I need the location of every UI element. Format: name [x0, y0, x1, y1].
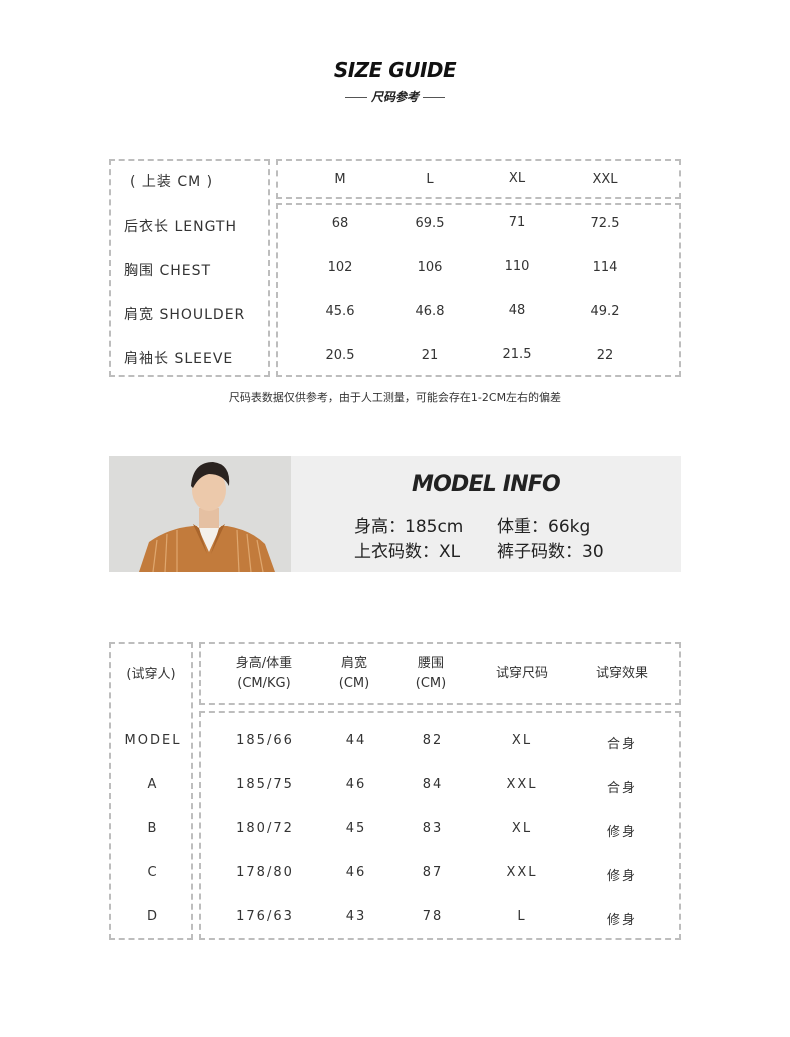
fit-cell: 84	[422, 777, 444, 792]
size-cell: 114	[592, 260, 618, 275]
size-table-label-column	[109, 159, 270, 377]
fit-header-size: 试穿尺码	[495, 666, 548, 681]
fit-cell: 185/75	[236, 777, 294, 792]
size-cell: 20.5	[325, 348, 355, 363]
fit-cell: 45	[345, 821, 367, 836]
model-top-size: 上衣码数：XL	[354, 542, 461, 562]
fit-cell: L	[517, 909, 527, 924]
fit-cell: XL	[511, 821, 533, 836]
fit-cell: 82	[422, 733, 444, 748]
fit-cell: 44	[345, 733, 367, 748]
fit-header-line2: (CM)	[415, 676, 447, 691]
model-weight: 体重：66kg	[497, 517, 591, 537]
divider	[423, 97, 445, 98]
fit-table-label-column	[109, 642, 193, 940]
fit-table-header-row	[199, 642, 681, 705]
fit-cell: 43	[345, 909, 367, 924]
size-row-label: 肩宽 SHOULDER	[124, 307, 246, 323]
page-subtitle: 尺码参考	[0, 88, 790, 105]
fit-cell: 178/80	[236, 865, 294, 880]
size-table-corner-label: ( 上装 CM )	[130, 174, 214, 190]
subtitle-text: 尺码参考	[370, 90, 419, 104]
fit-table-corner-label: (试穿人)	[126, 667, 176, 682]
size-cell: 46.8	[415, 304, 445, 319]
fit-cell: 修身	[606, 825, 637, 840]
fit-header-shoulder: 肩宽 (CM)	[319, 654, 389, 694]
fit-header-line2: (CM)	[338, 676, 370, 691]
model-photo-image	[109, 456, 291, 572]
fit-cell: 修身	[606, 913, 637, 928]
fit-cell: 78	[422, 909, 444, 924]
fit-row-label: D	[146, 909, 159, 924]
size-header-l: L	[426, 172, 434, 187]
size-cell: 45.6	[325, 304, 355, 319]
divider	[344, 97, 367, 98]
size-header-xl: XL	[508, 171, 526, 186]
fit-header-height-weight: 身高/体重 (CM/KG)	[219, 654, 309, 694]
page-title: SIZE GUIDE	[333, 58, 457, 82]
fit-row-label: MODEL	[124, 733, 182, 748]
model-photo	[109, 456, 291, 572]
fit-cell: 合身	[606, 781, 637, 796]
model-info-title: MODEL INFO	[412, 472, 561, 497]
fit-row-label: C	[147, 865, 159, 880]
size-row-label: 胸围 CHEST	[124, 263, 212, 279]
size-cell: 49.2	[590, 304, 620, 319]
fit-table-body	[199, 711, 681, 940]
fit-header-line1: 身高/体重	[235, 656, 293, 671]
size-row-label: 肩袖长 SLEEVE	[124, 351, 234, 367]
size-cell: 21.5	[502, 347, 532, 362]
fit-cell: 修身	[606, 869, 637, 884]
size-header-m: M	[334, 172, 346, 187]
fit-header-line1: 肩宽	[340, 656, 367, 671]
size-cell: 72.5	[590, 216, 620, 231]
size-cell: 71	[508, 215, 526, 230]
size-cell: 22	[596, 348, 614, 363]
fit-cell: 87	[422, 865, 444, 880]
fit-header-effect: 试穿效果	[595, 666, 648, 681]
fit-cell: XL	[511, 733, 533, 748]
fit-header-waist: 腰围 (CM)	[396, 654, 466, 694]
fit-cell: XXL	[506, 865, 538, 880]
fit-cell: 180/72	[236, 821, 294, 836]
fit-header-line2: (CM/KG)	[237, 676, 291, 691]
fit-cell: 176/63	[236, 909, 294, 924]
size-cell: 69.5	[415, 216, 445, 231]
size-table-header-row	[276, 159, 681, 199]
size-table-body	[276, 203, 681, 377]
size-note: 尺码表数据仅供参考，由于人工测量，可能会存在1-2CM左右的偏差	[228, 391, 562, 404]
fit-row-label: B	[147, 821, 159, 836]
size-cell: 102	[327, 260, 353, 275]
size-header-xxl: XXL	[592, 172, 618, 187]
size-cell: 106	[417, 260, 443, 275]
model-height: 身高：185cm	[354, 517, 464, 537]
size-cell: 68	[331, 216, 349, 231]
size-cell: 48	[508, 303, 526, 318]
fit-cell: XXL	[506, 777, 538, 792]
fit-cell: 46	[345, 865, 367, 880]
size-cell: 110	[504, 259, 530, 274]
size-row-label: 后衣长 LENGTH	[124, 219, 237, 235]
fit-cell: 83	[422, 821, 444, 836]
model-pants-size: 裤子码数：30	[497, 542, 604, 562]
fit-cell: 185/66	[236, 733, 294, 748]
fit-row-label: A	[147, 777, 159, 792]
fit-cell: 合身	[606, 737, 637, 752]
fit-cell: 46	[345, 777, 367, 792]
size-cell: 21	[421, 348, 439, 363]
fit-header-line1: 腰围	[417, 656, 444, 671]
